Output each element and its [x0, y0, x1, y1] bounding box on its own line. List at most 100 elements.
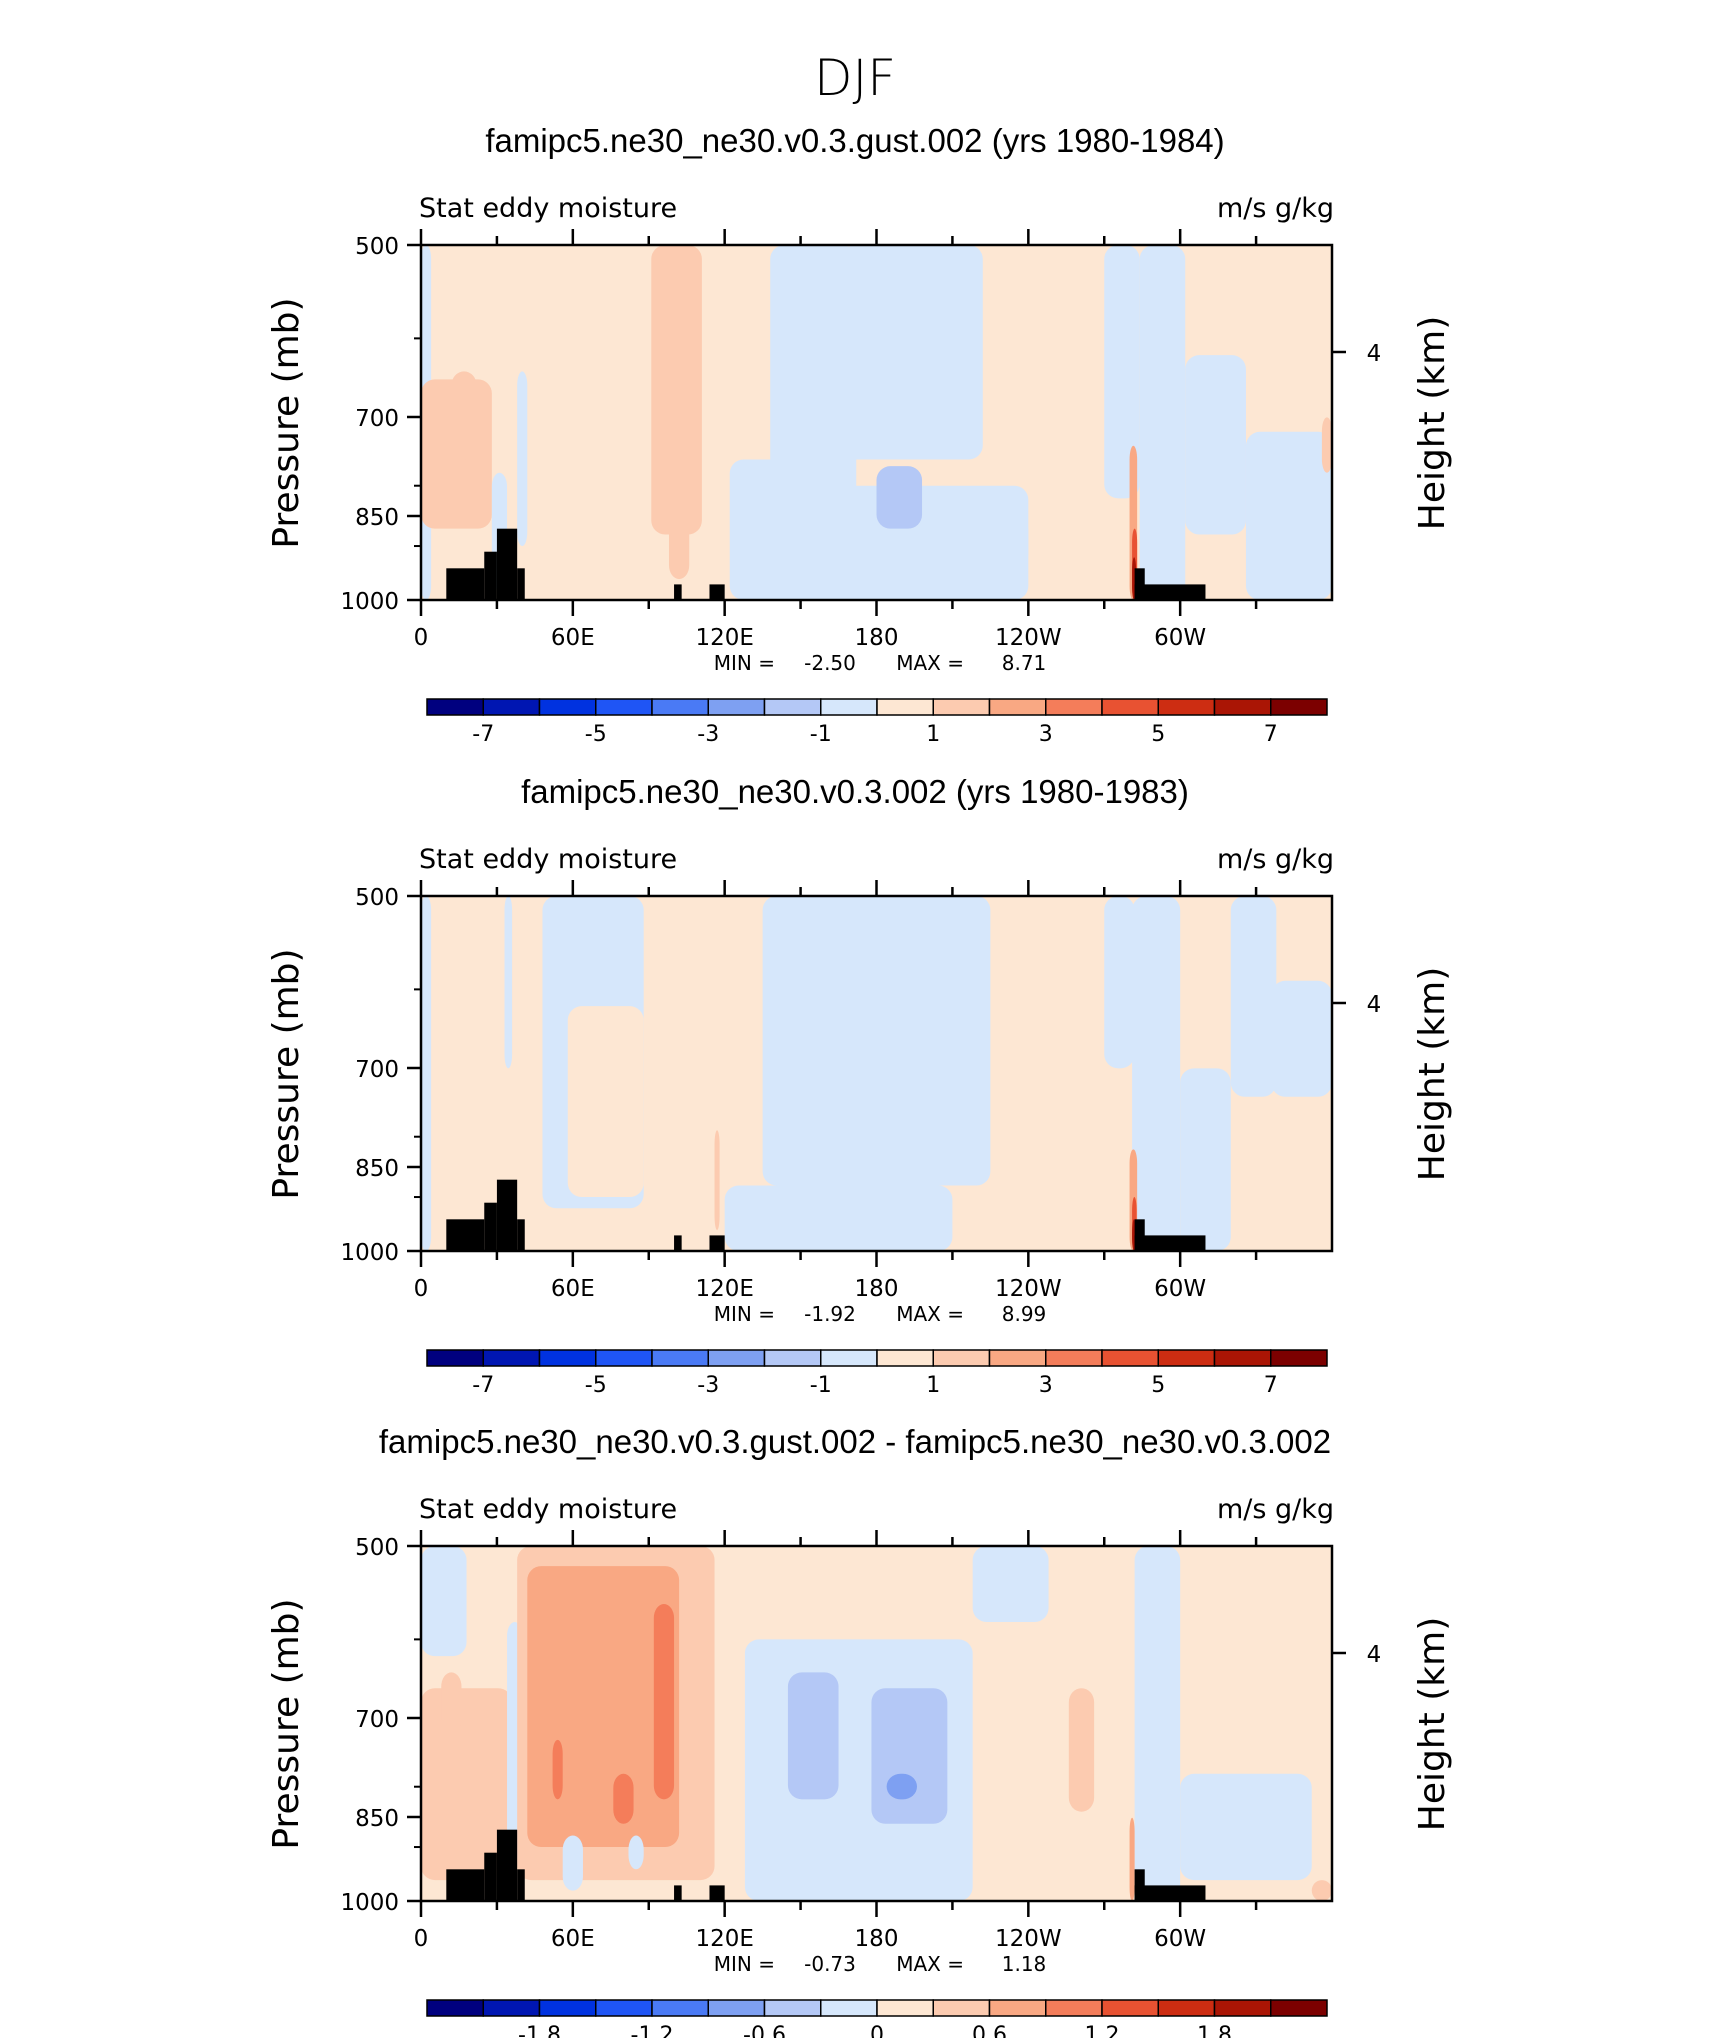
- colorbar-swatch: [988, 1349, 1047, 1367]
- colorbar-swatch: [1270, 698, 1328, 716]
- colorbar-swatch: [707, 1349, 766, 1367]
- max-value: 8.71: [1002, 651, 1047, 675]
- contour-region: [1230, 896, 1277, 1097]
- contour-region: [517, 371, 528, 547]
- contour-region: [724, 1185, 953, 1251]
- colorbar-swatch: [1045, 1999, 1103, 2017]
- colorbar-swatch: [876, 1999, 934, 2017]
- colorbar-label: 1: [926, 722, 940, 747]
- contour-region: [567, 1006, 644, 1198]
- max-label: MAX =: [896, 651, 964, 675]
- colorbar-label: 5: [1151, 1373, 1165, 1398]
- contour-region: [628, 1835, 644, 1870]
- topography-mask: [709, 1235, 725, 1251]
- colorbar: -7 -5 -3 -1 1 3 5 7: [426, 698, 1328, 747]
- contour-region: [668, 245, 690, 580]
- y-tick-label: 700: [355, 406, 399, 432]
- min-value: -1.92: [804, 1302, 856, 1326]
- colorbar-swatch: [538, 1999, 597, 2017]
- y-tick-label: 850: [355, 505, 399, 531]
- colorbar-swatch: [932, 1349, 991, 1367]
- topography-mask: [496, 1829, 518, 1901]
- contour-region: [841, 245, 983, 460]
- contour-region: [562, 1835, 583, 1891]
- x-tick-label: 60W: [1154, 1926, 1206, 1952]
- x-tick-label: 180: [855, 625, 899, 651]
- y-tick-label: 500: [355, 234, 399, 260]
- topography-mask: [517, 1219, 525, 1251]
- x-tick-label: 180: [855, 1926, 899, 1952]
- contour-region: [714, 1130, 720, 1231]
- panel-3: famipc5.ne30_ne30.v0.3.gust.002 - famipc…: [266, 1423, 1453, 2038]
- contour-region: [1271, 980, 1332, 1097]
- colorbar-label: 0.6: [972, 2023, 1007, 2038]
- contour-region: [762, 896, 991, 1186]
- contour-region: [1180, 1068, 1231, 1251]
- colorbar-swatch: [595, 1999, 653, 2017]
- colorbar-swatch: [482, 1349, 541, 1367]
- colorbar-swatch: [1213, 1349, 1272, 1367]
- contour-field: [421, 1546, 1332, 1901]
- x-tick-label: 60E: [551, 625, 595, 651]
- max-value: 8.99: [1002, 1302, 1047, 1326]
- colorbar-label: -3: [697, 722, 719, 747]
- topography-mask: [709, 584, 725, 600]
- height-axis-title: Height (km): [1412, 967, 1453, 1181]
- contour-region: [504, 896, 513, 1069]
- x-tick-label: 120W: [995, 1276, 1062, 1302]
- y-tick-label: 1000: [340, 1240, 399, 1266]
- colorbar-label: -1.2: [631, 2023, 674, 2038]
- x-tick-label: 0: [414, 625, 429, 651]
- colorbar-swatch: [876, 1349, 934, 1367]
- max-label: MAX =: [896, 1302, 964, 1326]
- colorbar-label: -7: [472, 1373, 494, 1398]
- colorbar-swatch: [988, 1999, 1047, 2017]
- colorbar-swatch: [426, 1999, 484, 2017]
- colorbar-label: -5: [585, 722, 607, 747]
- x-tick-label: 0: [414, 1276, 429, 1302]
- contour-region: [653, 1604, 675, 1800]
- contour-region: [1185, 355, 1246, 535]
- panel-title: famipc5.ne30_ne30.v0.3.gust.002 - famipc…: [379, 1423, 1331, 1460]
- height-tick-label: 4: [1367, 341, 1382, 367]
- colorbar-swatch: [1101, 1999, 1159, 2017]
- colorbar: -7 -5 -3 -1 1 3 5 7: [426, 1349, 1328, 1398]
- colorbar-swatch: [932, 698, 991, 716]
- max-value: 1.18: [1002, 1952, 1047, 1976]
- y-tick-label: 1000: [340, 589, 399, 615]
- topography-mask: [446, 1869, 485, 1901]
- colorbar-label: 7: [1264, 722, 1278, 747]
- contour-region: [871, 1688, 948, 1824]
- topography-mask: [1134, 1885, 1206, 1901]
- contour-region: [451, 371, 477, 460]
- left-label: Stat eddy moisture: [419, 844, 677, 875]
- x-tick-label: 120W: [995, 625, 1062, 651]
- topography-mask: [1134, 1235, 1206, 1251]
- colorbar-label: -7: [472, 722, 494, 747]
- panel-1: famipc5.ne30_ne30.v0.3.gust.002 (yrs 198…: [266, 122, 1453, 747]
- colorbar-swatch: [763, 1999, 822, 2017]
- colorbar-swatch: [595, 1349, 653, 1367]
- colorbar-swatch: [876, 698, 934, 716]
- height-axis-title: Height (km): [1412, 1617, 1453, 1831]
- height-tick-label: 4: [1367, 1642, 1382, 1668]
- max-label: MAX =: [896, 1952, 964, 1976]
- topography-mask: [484, 1202, 497, 1251]
- height-axis-title: Height (km): [1412, 316, 1453, 530]
- min-label: MIN =: [714, 651, 775, 675]
- colorbar-label: -1: [810, 722, 832, 747]
- left-label: Stat eddy moisture: [419, 1494, 677, 1525]
- y-tick-label: 850: [355, 1806, 399, 1832]
- x-tick-label: 60W: [1154, 1276, 1206, 1302]
- colorbar-label: -1.8: [518, 2023, 561, 2038]
- contour-region: [886, 1773, 917, 1800]
- colorbar-swatch: [651, 1999, 709, 2017]
- units-label: m/s g/kg: [1217, 844, 1334, 875]
- figure-title: DJF: [814, 49, 896, 107]
- contour-region: [441, 1672, 462, 1733]
- colorbar-swatch: [820, 1999, 878, 2017]
- y-axis-title: Pressure (mb): [266, 948, 307, 1199]
- colorbar: -1.8 -1.2 -0.6 0 0.6 1.2 1.8: [426, 1999, 1328, 2038]
- colorbar-swatch: [595, 698, 653, 716]
